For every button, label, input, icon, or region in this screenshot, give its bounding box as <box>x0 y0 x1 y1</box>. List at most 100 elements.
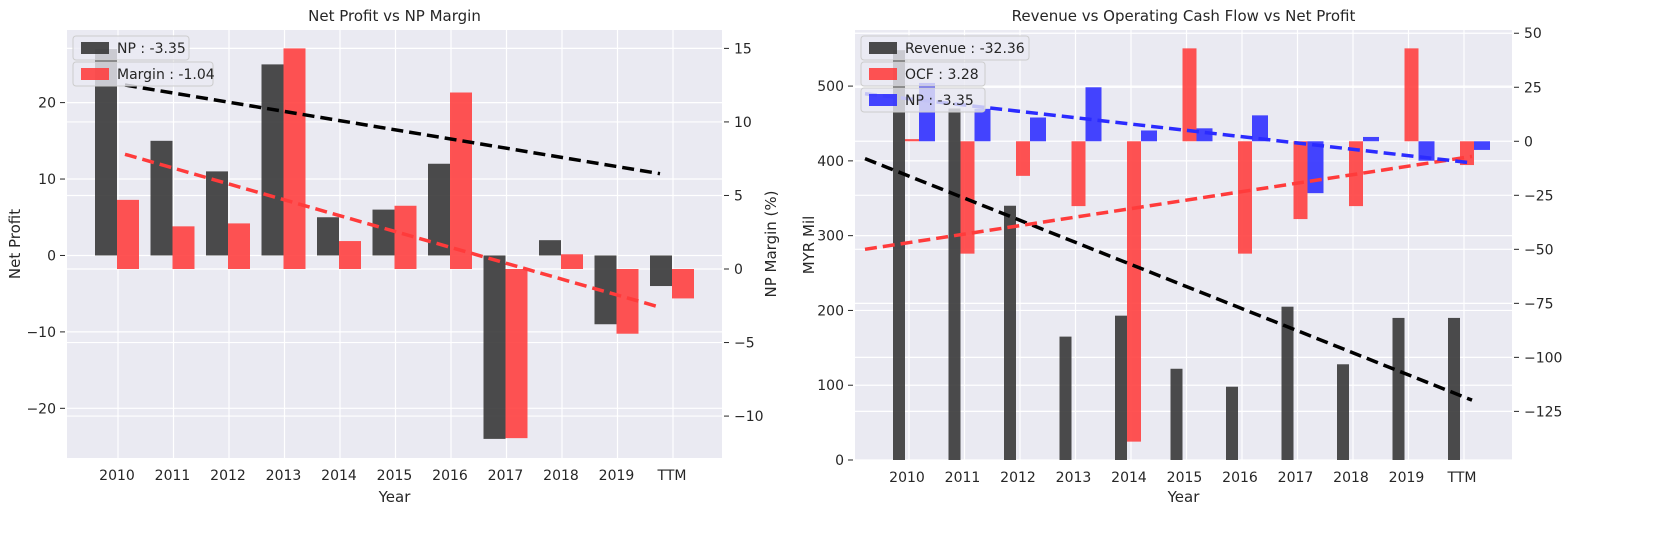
bar-series-1 <box>117 199 139 270</box>
bar-primary <box>1448 317 1460 460</box>
legend-swatch <box>869 94 897 106</box>
bar-series-1 <box>1293 141 1308 220</box>
y-axis-label: MYR Mil <box>800 216 818 275</box>
legend-label: NP : -3.35 <box>905 93 974 109</box>
bar-series-2 <box>1252 115 1268 142</box>
x-tick-label: 2012 <box>1000 470 1036 486</box>
y-right-tick-label: −100 <box>1524 350 1562 366</box>
bar-primary <box>428 163 450 256</box>
legend-box <box>860 35 1030 61</box>
bar-series-1 <box>1127 141 1141 442</box>
bar-series-1 <box>283 48 306 270</box>
bar-series-1 <box>1016 141 1030 176</box>
x-tick-label: 2014 <box>321 468 357 484</box>
trend-line <box>864 157 1473 402</box>
bar-series-2 <box>1085 87 1102 142</box>
bar-primary <box>1226 386 1238 460</box>
bar-primary <box>539 240 561 256</box>
y-right-tick-label: 25 <box>1524 80 1542 96</box>
bar-primary <box>893 50 905 460</box>
bar-primary <box>261 64 284 256</box>
bar-primary <box>1004 205 1016 460</box>
bar-primary <box>1115 315 1127 460</box>
y-right-tick-label: 50 <box>1524 26 1542 42</box>
bar-primary <box>594 255 617 325</box>
legend-label: Revenue : -32.36 <box>905 41 1025 57</box>
y-right-tick-label: −25 <box>1524 188 1554 204</box>
chart-net-profit-vs-np-margin: −20 −10 0 10 20 −10 −5 0 5 10 15 2010 2011 2012 2013 20… <box>6 7 780 506</box>
x-tick-label: 2012 <box>210 468 246 484</box>
legend-swatch <box>81 68 109 80</box>
x-tick-label: 2017 <box>488 468 524 484</box>
legend-swatch <box>869 42 897 54</box>
x-tick-label: 2014 <box>1111 470 1147 486</box>
bar-series-1 <box>1182 48 1197 142</box>
y-right-tick-label: 0 <box>1524 134 1533 150</box>
x-tick-label: 2016 <box>1222 470 1258 486</box>
bar-series-2 <box>1307 141 1324 194</box>
bar-primary <box>372 209 395 256</box>
y-tick-label: 0 <box>835 453 844 469</box>
bar-primary <box>1170 368 1183 460</box>
bar-primary <box>650 255 672 287</box>
bar-series-1 <box>505 269 528 439</box>
y-right-tick-label: 15 <box>734 41 752 57</box>
y-right-tick-label: −75 <box>1524 296 1554 312</box>
bar-series-1 <box>672 269 694 299</box>
chart-title: Revenue vs Operating Cash Flow vs Net Pr… <box>1012 7 1356 25</box>
bar-series-2 <box>1474 141 1490 150</box>
x-tick-label: TTM <box>1447 470 1477 486</box>
bar-series-1 <box>394 205 417 270</box>
y-right-tick-label: −125 <box>1524 404 1562 420</box>
bar-series-1 <box>960 141 975 254</box>
y-tick-label: 400 <box>817 154 844 170</box>
x-tick-label: 2010 <box>889 470 925 486</box>
bar-series-2 <box>1030 117 1046 142</box>
y-tick-label: 500 <box>817 79 844 95</box>
y-tick-label: 300 <box>817 229 844 245</box>
bar-primary <box>1337 364 1349 460</box>
bar-primary <box>317 217 339 256</box>
x-tick-label: 2019 <box>599 468 635 484</box>
x-tick-label: 2019 <box>1389 470 1425 486</box>
bar-primary <box>1392 317 1405 460</box>
bar-series-1 <box>172 226 195 270</box>
legend-label: Margin : -1.04 <box>117 67 215 83</box>
trend-line <box>864 154 1473 252</box>
x-tick-label: 2016 <box>432 468 468 484</box>
y-tick-label: 100 <box>817 378 844 394</box>
chart-title: Net Profit vs NP Margin <box>308 7 481 25</box>
legend-label: OCF : 3.28 <box>905 67 979 83</box>
x-axis-label: Year <box>1167 488 1201 506</box>
legend-swatch <box>81 42 109 54</box>
x-tick-label: 2010 <box>99 468 135 484</box>
x-tick-label: 2015 <box>377 468 413 484</box>
y-tick-label: 200 <box>817 303 844 319</box>
bar-series-1 <box>905 139 919 142</box>
bar-primary <box>1281 306 1294 460</box>
bar-primary <box>206 171 228 256</box>
x-tick-label: 2013 <box>266 468 302 484</box>
y-right-tick-label: −10 <box>734 409 764 425</box>
y-tick-label: 0 <box>47 248 56 264</box>
y-right-tick-label: −5 <box>734 336 755 352</box>
x-tick-label: TTM <box>657 468 687 484</box>
legend-swatch <box>869 68 897 80</box>
x-tick-label: 2015 <box>1167 470 1203 486</box>
bar-series-1 <box>1071 141 1086 207</box>
bar-primary <box>95 49 117 256</box>
bar-series-2 <box>1141 130 1157 142</box>
y-tick-label: 20 <box>38 96 56 112</box>
bar-series-1 <box>561 254 583 270</box>
y-right-tick-label: 10 <box>734 115 752 131</box>
bar-series-2 <box>974 108 991 142</box>
x-tick-label: 2017 <box>1278 470 1314 486</box>
y-right-tick-label: 0 <box>734 262 743 278</box>
bar-series-1 <box>339 241 361 270</box>
x-tick-label: 2013 <box>1056 470 1092 486</box>
x-tick-label: 2018 <box>543 468 579 484</box>
x-axis-label: Year <box>378 488 412 506</box>
y-axis-label: Net Profit <box>6 209 24 279</box>
trend-line <box>124 83 661 176</box>
legend-label: NP : -3.35 <box>117 41 186 57</box>
